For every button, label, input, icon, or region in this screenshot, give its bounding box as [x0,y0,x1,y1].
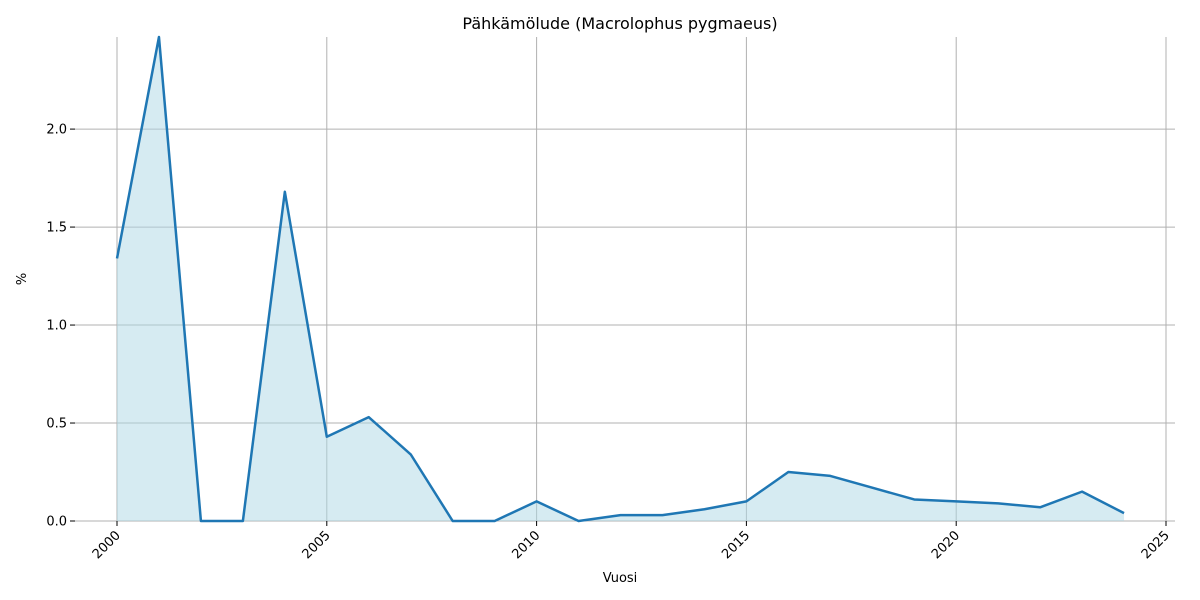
area-fill [117,37,1125,521]
y-tick-label: 1.5 [46,221,67,236]
y-tick-label: 0.5 [46,417,67,432]
y-axis-label: % [15,273,30,285]
grid [75,37,1175,522]
x-tick-label: 2010 [509,528,543,562]
area-fill-shape [117,37,1125,521]
y-tick-label: 0.0 [46,515,67,530]
x-tick-label: 2005 [300,528,334,562]
x-tick-label: 2015 [719,528,753,562]
x-tick-label: 2020 [929,528,963,562]
x-tick-label: 2000 [90,528,124,562]
y-tick-label: 2.0 [46,123,67,138]
x-axis-label: Vuosi [603,571,638,586]
y-tick-label: 1.0 [46,319,67,334]
chart-title: Pähkämölude (Macrolophus pygmaeus) [462,14,777,33]
series-line [115,35,1125,523]
x-tick-label: 2025 [1139,528,1173,562]
x-axis: 2000 2005 2010 2015 2020 2025 [90,521,1173,562]
y-axis: 0.0 0.5 1.0 1.5 2.0 [46,123,75,530]
